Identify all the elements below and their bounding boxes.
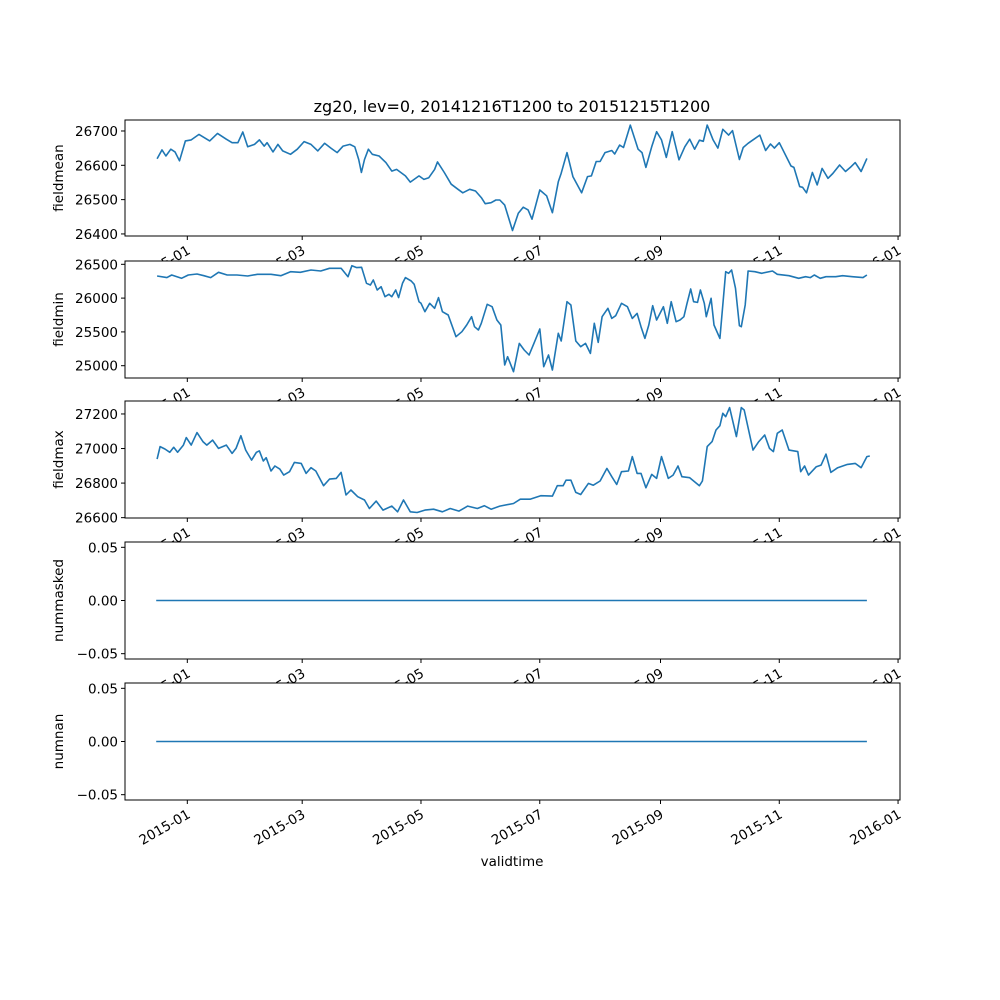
y-tick-label: 26000 <box>75 291 118 307</box>
plot-area <box>125 401 900 518</box>
y-tick-label: 27000 <box>75 442 118 458</box>
y-tick-label: 26600 <box>75 511 118 527</box>
y-axis-label: numnan <box>51 714 67 770</box>
plot-area <box>125 120 900 236</box>
y-tick-label: 0.00 <box>88 594 118 610</box>
y-tick-label: 0.05 <box>88 681 118 697</box>
y-axis-label: nummasked <box>51 559 67 642</box>
subplots: 264002650026600267002015-012015-032015-0… <box>51 119 904 849</box>
series-line-fieldmax <box>156 406 870 514</box>
y-tick-label: 26500 <box>75 257 118 273</box>
y-axis-label: fieldmean <box>51 144 67 211</box>
y-tick-label: 26700 <box>75 124 118 140</box>
figure-title: zg20, lev=0, 20141216T1200 to 20151215T1… <box>314 97 711 116</box>
y-tick-label: 0.00 <box>88 735 118 751</box>
axes-frame <box>124 260 901 379</box>
series-line-fieldmin <box>156 264 868 373</box>
axes-frame <box>124 119 901 237</box>
y-tick-label: 26500 <box>75 193 118 209</box>
y-tick-label: 25500 <box>75 325 118 341</box>
y-tick-label: 25000 <box>75 359 118 375</box>
series-line-fieldmean <box>156 124 868 232</box>
axes-frame <box>124 400 901 519</box>
y-tick-label: 26800 <box>75 476 118 492</box>
x-axis-label: validtime <box>481 854 544 870</box>
plot-area <box>125 261 900 378</box>
y-tick-label: −0.05 <box>77 788 118 804</box>
y-axis-label: fieldmax <box>51 430 67 489</box>
y-axis-label: fieldmin <box>51 292 67 347</box>
y-tick-label: 0.05 <box>88 540 118 556</box>
y-tick-label: 27200 <box>75 407 118 423</box>
y-tick-label: −0.05 <box>77 647 118 663</box>
y-tick-label: 26400 <box>75 227 118 243</box>
y-tick-label: 26600 <box>75 158 118 174</box>
